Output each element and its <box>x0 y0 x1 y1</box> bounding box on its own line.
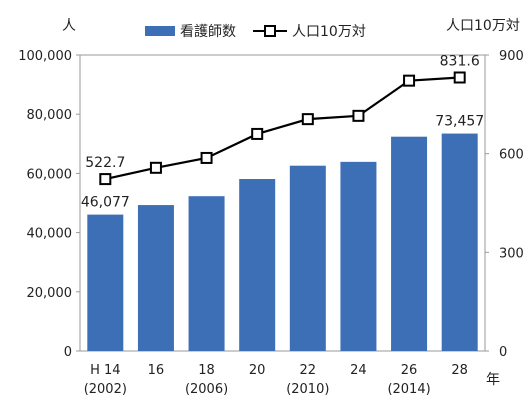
series-line <box>105 76 460 181</box>
data-labels: 46,077 73,457 522.7 831.6 <box>81 53 484 210</box>
y-tick-label: 60,000 <box>27 167 73 182</box>
x-tick-label: 24 <box>350 363 367 378</box>
line-point <box>200 151 213 164</box>
bar <box>289 165 326 351</box>
y2-tick-label: 0 <box>499 345 507 360</box>
y2-tick-label: 600 <box>499 148 524 163</box>
bar <box>137 205 174 351</box>
line-point <box>99 173 112 186</box>
line-point <box>149 161 162 174</box>
data-label: 73,457 <box>435 114 484 130</box>
bar <box>340 161 377 351</box>
left-axis: 0 20,000 40,000 60,000 80,000 100,000 <box>18 49 80 360</box>
y2-tick-label: 300 <box>499 246 524 261</box>
bar <box>441 133 478 351</box>
x-tick-label: 22 <box>300 363 317 378</box>
bar <box>239 179 276 351</box>
right-axis: 0 300 600 900 <box>485 49 524 360</box>
line-point <box>352 109 365 122</box>
bar <box>87 214 124 351</box>
right-unit-label: 人口10万対 <box>446 18 520 34</box>
x-tick-sublabel: (2002) <box>84 382 127 397</box>
y-tick-label: 20,000 <box>27 286 73 301</box>
data-label: 831.6 <box>440 53 480 69</box>
x-axis: H 14 (2002) 16 18 (2006) 20 22 (2010) 24 26 (2014)… <box>84 363 468 397</box>
x-tick-sublabel: (2006) <box>185 382 228 397</box>
left-unit-label: 人 <box>62 18 76 34</box>
line-point <box>403 74 416 87</box>
line-point <box>301 113 314 126</box>
plot-frame <box>79 54 486 352</box>
legend-line-marker <box>264 25 276 37</box>
x-tick-sublabel: (2014) <box>387 382 430 397</box>
x-tick-label: H 14 <box>90 363 120 378</box>
x-tick-label: 20 <box>249 363 266 378</box>
y-tick-label: 80,000 <box>27 108 73 123</box>
legend: 看護師数 人口10万対 <box>145 24 366 40</box>
x-tick-label: 16 <box>148 363 165 378</box>
y2-tick-label: 900 <box>499 49 524 64</box>
bar <box>391 136 428 351</box>
y-tick-label: 0 <box>64 345 72 360</box>
line-series <box>99 71 466 186</box>
legend-bar-swatch <box>145 26 175 36</box>
bar <box>188 196 225 351</box>
legend-line-label: 人口10万対 <box>292 24 366 40</box>
y-tick-label: 100,000 <box>18 49 72 64</box>
x-tick-label: 18 <box>198 363 215 378</box>
x-tick-label: 26 <box>401 363 418 378</box>
x-unit-label: 年 <box>486 372 500 388</box>
y-tick-label: 40,000 <box>27 227 73 242</box>
data-label: 522.7 <box>85 155 125 171</box>
legend-bar-label: 看護師数 <box>180 24 236 40</box>
data-label: 46,077 <box>81 195 130 211</box>
x-tick-label: 28 <box>451 363 468 378</box>
line-point <box>453 71 466 84</box>
x-tick-sublabel: (2010) <box>286 382 329 397</box>
line-point <box>251 127 264 140</box>
bar-series <box>87 133 478 351</box>
